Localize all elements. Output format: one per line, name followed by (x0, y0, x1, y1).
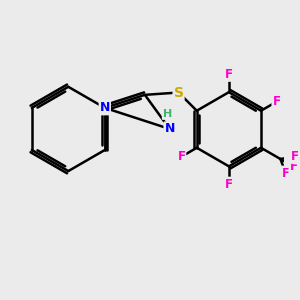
Text: F: F (272, 95, 281, 108)
Text: F: F (290, 160, 297, 173)
Text: S: S (174, 85, 184, 100)
Text: F: F (282, 167, 290, 180)
Text: F: F (291, 150, 299, 163)
Text: F: F (225, 178, 233, 190)
Text: F: F (225, 68, 233, 81)
Text: N: N (164, 122, 175, 135)
Text: N: N (100, 101, 110, 114)
Text: H: H (163, 109, 172, 119)
Text: F: F (177, 150, 185, 163)
